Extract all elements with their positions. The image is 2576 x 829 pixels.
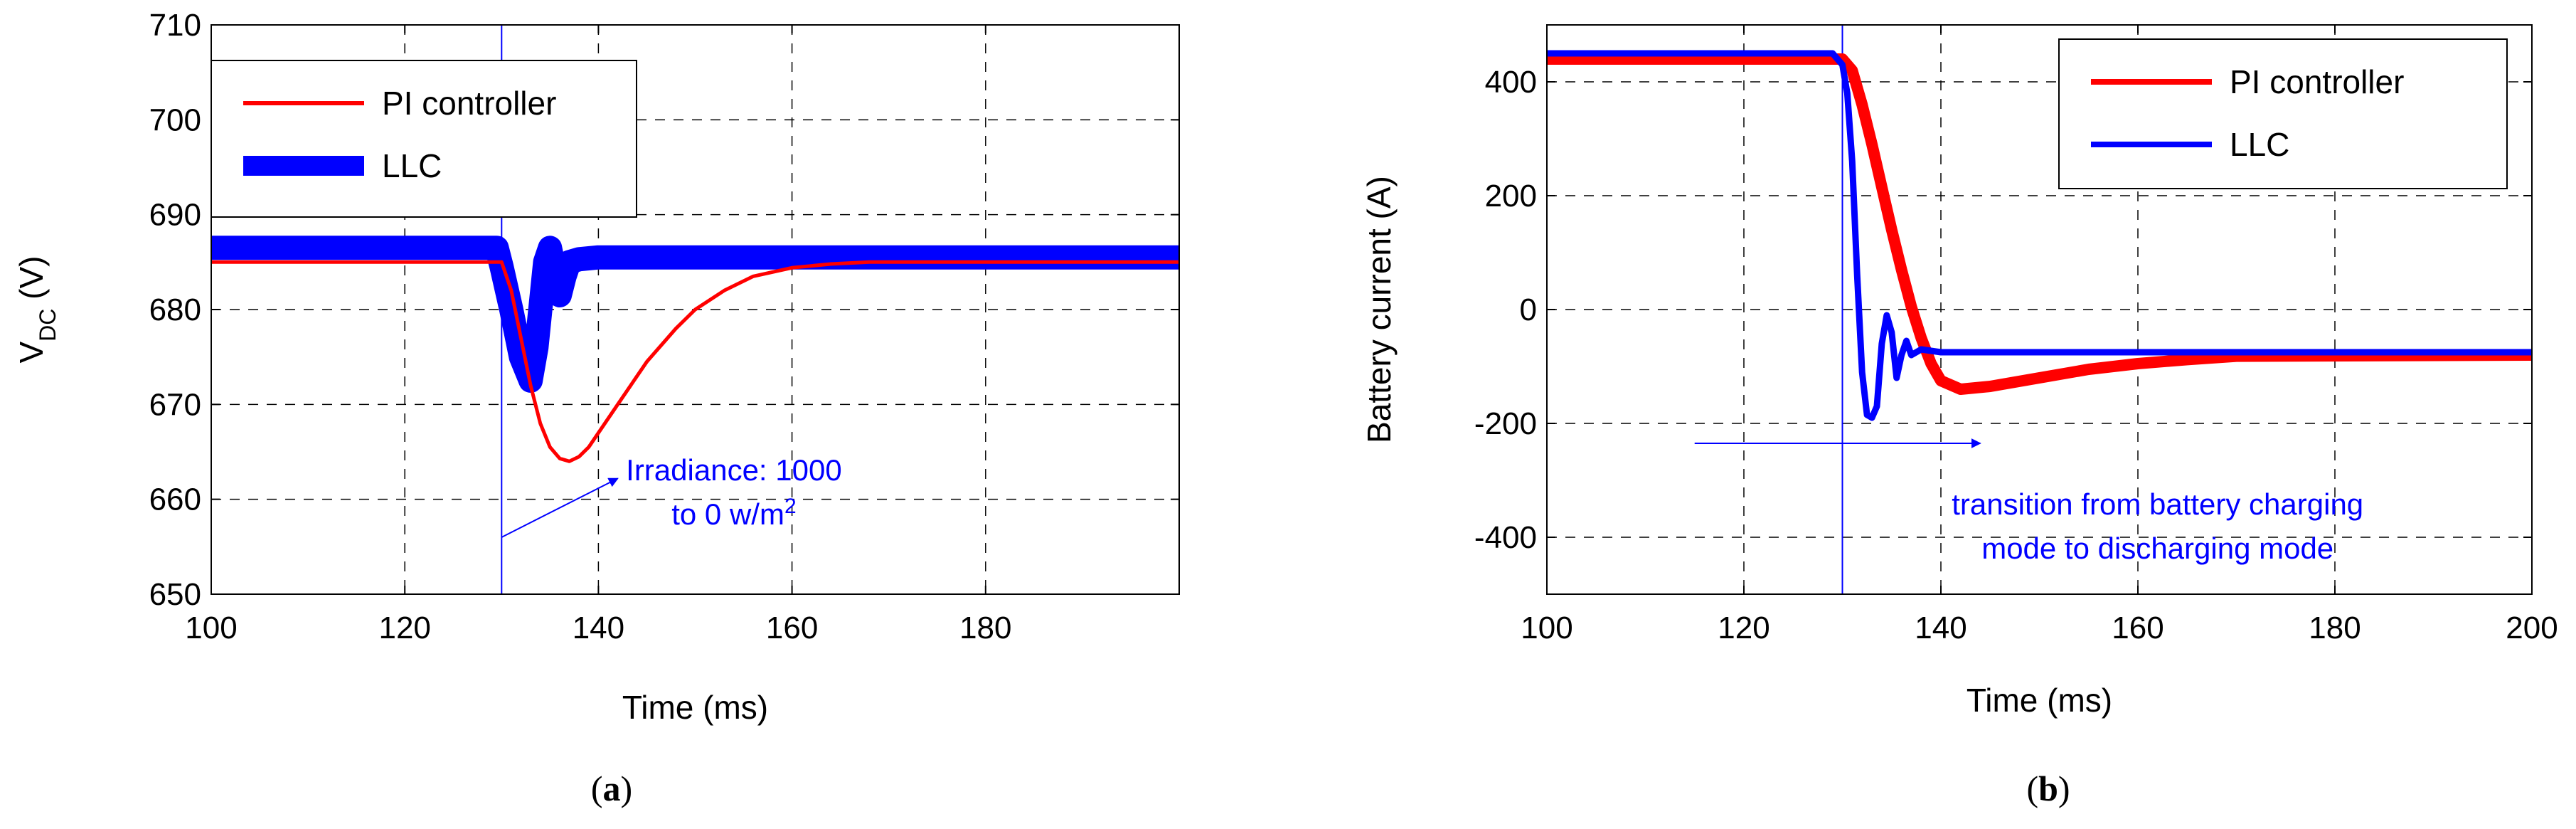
x-tick-label: 120	[1718, 611, 1769, 645]
legend: PI controller LLC	[211, 60, 637, 218]
x-tick-label: 200	[2506, 611, 2558, 645]
panel-paren-close: )	[2058, 769, 2070, 808]
panel-paren-close: )	[621, 769, 633, 808]
y-label-unit: (V)	[13, 255, 50, 308]
panel-letter: b	[2038, 769, 2058, 808]
annotation-line2-text: to 0 w/m	[671, 497, 784, 531]
y-tick-label: 670	[149, 387, 201, 422]
panel-label: (a)	[591, 769, 632, 808]
legend: PI controller LLC	[2058, 38, 2508, 189]
chart-b: 100 120 140 160 180 200 -400 -200 0 200 400 Time (m…	[1361, 24, 2558, 808]
panel-paren-open: (	[2026, 769, 2038, 808]
x-tick-label: 180	[959, 611, 1011, 645]
annotation-line1: Irradiance: 1000	[626, 453, 842, 487]
y-tick-label: 660	[149, 482, 201, 517]
x-tick-label: 180	[2309, 611, 2361, 645]
x-tick-label: 100	[1521, 611, 1572, 645]
y-tick-label: 200	[1485, 179, 1537, 213]
annotation-line1: transition from battery charging	[1952, 487, 2363, 521]
y-axis-label: VDC (V)	[13, 255, 60, 363]
annotation-line2: mode to discharging mode	[1981, 532, 2333, 565]
legend-box	[211, 60, 637, 218]
legend-box	[2058, 38, 2508, 189]
annotation-arrow	[501, 477, 619, 538]
series-line-pi-controller	[211, 260, 1179, 463]
legend-label: PI controller	[382, 85, 556, 122]
x-axis-label: Time (ms)	[622, 689, 768, 726]
y-label-main: V	[13, 342, 50, 364]
y-tick-label: -200	[1474, 406, 1537, 441]
y-label-subscript: DC	[35, 309, 60, 342]
x-tick-label: 100	[185, 611, 237, 645]
y-tick-label: -400	[1474, 520, 1537, 555]
legend-label: LLC	[382, 147, 442, 184]
annotation-line2: to 0 w/m2	[671, 495, 796, 532]
x-tick-label: 140	[573, 611, 624, 645]
annotation-superscript: 2	[784, 495, 797, 518]
x-tick-label: 120	[378, 611, 430, 645]
x-tick-label: 160	[766, 611, 818, 645]
series-line-llc	[1547, 50, 2532, 421]
y-tick-label: 650	[149, 577, 201, 612]
y-tick-label: 400	[1485, 65, 1537, 100]
annotation-line2-text: mode to discharging mode	[1981, 532, 2333, 565]
x-axis-label: Time (ms)	[1966, 682, 2112, 719]
y-axis-label: Battery current (A)	[1361, 176, 1398, 443]
x-tick-label: 140	[1915, 611, 1966, 645]
legend-label: PI controller	[2230, 63, 2404, 100]
y-tick-label: 690	[149, 198, 201, 233]
x-tick-label: 160	[2112, 611, 2163, 645]
series-line-llc	[211, 236, 1179, 393]
y-tick-label: 710	[149, 8, 201, 43]
chart-a: 100 120 140 160 180 650 660 670 680 690 700 710 Time…	[13, 8, 1180, 808]
legend-label: LLC	[2230, 126, 2289, 163]
y-tick-label: 700	[149, 102, 201, 137]
y-tick-label: 0	[1520, 292, 1537, 327]
panel-letter: a	[603, 769, 621, 808]
panel-paren-open: (	[591, 769, 603, 808]
panel-label: (b)	[2026, 769, 2070, 808]
y-tick-label: 680	[149, 292, 201, 327]
